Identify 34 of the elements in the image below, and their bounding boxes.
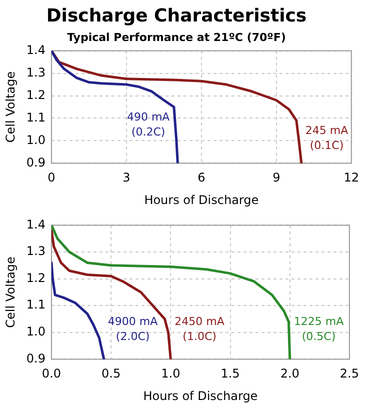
- x-tick-label: 3: [122, 170, 130, 185]
- y-tick-label: 1.2: [26, 88, 46, 102]
- x-tick-label: 2.5: [340, 366, 360, 381]
- chart-subtitle: Typical Performance at 21ºC (70ºF): [67, 31, 286, 44]
- x-tick-label: 2.0: [280, 366, 300, 381]
- y-axis-title: Cell Voltage: [3, 256, 18, 328]
- y-tick-label: 1.4: [26, 42, 46, 57]
- x-tick-label: 9: [272, 170, 280, 185]
- x-tick-label: 0.5: [102, 366, 121, 381]
- y-tick-label: 0.9: [26, 351, 46, 366]
- x-tick-label: 0: [48, 170, 56, 185]
- x-tick-label: 12: [344, 170, 360, 185]
- y-tick-label: 1.0: [26, 132, 46, 147]
- x-tick-label: 1.5: [220, 366, 240, 381]
- series-label: 1225 mA (0.5C): [294, 315, 344, 344]
- x-tick-label: 0.0: [42, 366, 62, 381]
- x-tick-label: 6: [198, 170, 206, 185]
- y-tick-label: 1.0: [26, 324, 46, 339]
- x-tick-label: 1.0: [161, 366, 180, 381]
- chart-title: Discharge Characteristics: [46, 5, 307, 26]
- series-label: 490 mA (0.2C): [126, 110, 170, 138]
- x-axis-title: Hours of Discharge: [143, 388, 258, 403]
- y-tick-label: 1.3: [26, 244, 46, 258]
- y-tick-label: 1.2: [26, 270, 46, 285]
- x-axis-title: Hours of Discharge: [144, 192, 259, 207]
- y-tick-label: 1.1: [26, 110, 46, 124]
- y-tick-label: 1.1: [26, 298, 46, 312]
- y-tick-label: 1.3: [26, 65, 46, 80]
- series-label: 2450 mA (1.0C): [174, 315, 225, 344]
- y-tick-label: 1.4: [26, 217, 46, 232]
- series-label: 4900 mA (2.0C): [108, 315, 158, 344]
- series-label: 245 mA (0.1C): [305, 124, 349, 152]
- y-tick-label: 0.9: [26, 155, 46, 170]
- y-axis-title: Cell Voltage: [3, 71, 18, 143]
